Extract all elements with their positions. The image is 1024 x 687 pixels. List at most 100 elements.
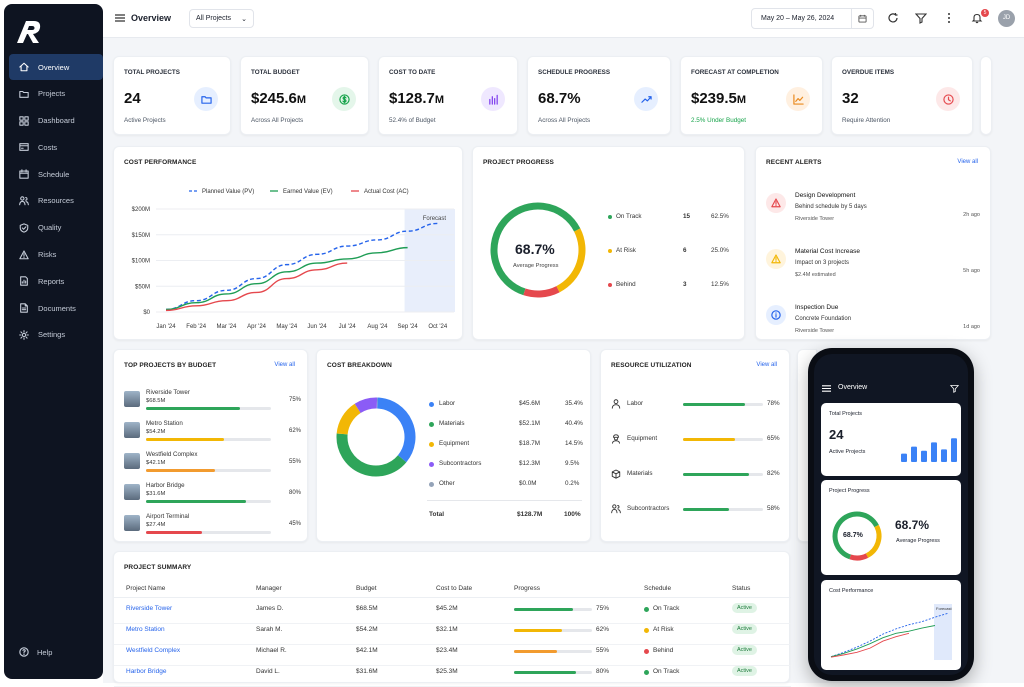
header-divider [114, 597, 791, 598]
sidebar-item-help[interactable]: Help [19, 647, 52, 657]
alert-icon-badge [766, 249, 786, 269]
y-tick-label: $150M [132, 233, 150, 239]
progress-bar [514, 629, 592, 632]
sidebar-item-dashboard[interactable]: Dashboard [9, 108, 103, 134]
alert-time: 2h ago [963, 212, 980, 218]
kpi-card-edge [980, 56, 992, 135]
project-name-link[interactable]: Harbor Bridge [126, 668, 166, 675]
alert-time: 5h ago [963, 268, 980, 274]
people-icon [19, 196, 29, 206]
sidebar-item-label: Resources [38, 196, 74, 205]
more-options-icon[interactable] [943, 12, 955, 24]
sidebar-item-costs[interactable]: Costs [9, 134, 103, 160]
alert-desc: Behind schedule by 5 days [795, 204, 867, 210]
date-range-picker[interactable]: May 20 – May 26, 2024 [751, 8, 874, 29]
progress-bar [514, 608, 592, 611]
progress-bar-fill [514, 650, 557, 653]
sidebar-item-label: Reports [38, 277, 64, 286]
sidebar-item-label: Overview [38, 63, 69, 72]
project-name-link[interactable]: Metro Station [126, 626, 165, 633]
sidebar-item-projects[interactable]: Projects [9, 81, 103, 107]
sidebar-item-documents[interactable]: Documents [9, 295, 103, 321]
sidebar-item-label: Documents [38, 304, 76, 313]
top-projects-view-all-link[interactable]: View all [274, 362, 295, 368]
x-tick-label: Jun '24 [307, 324, 327, 330]
top-project-bar [146, 407, 271, 410]
x-tick-label: Aug '24 [367, 324, 388, 330]
progress-row-count: 6 [683, 247, 687, 254]
breakdown-divider [427, 500, 582, 501]
project-name-link[interactable]: Westfield Complex [126, 647, 180, 654]
alerts-view-all-link[interactable]: View all [957, 159, 978, 165]
column-header: Project Name [126, 585, 165, 592]
x-tick-label: Apr '24 [247, 324, 266, 330]
sidebar-item-overview[interactable]: Overview [9, 54, 103, 80]
column-header: Manager [256, 585, 282, 592]
donut-segment-2 [342, 408, 358, 434]
alert-title: Inspection Due [795, 304, 838, 311]
progress-bar-fill [514, 629, 562, 632]
sidebar-item-quality[interactable]: Quality [9, 215, 103, 241]
donut-segment-1 [867, 526, 879, 556]
column-header: Status [732, 585, 750, 592]
app-logo[interactable] [14, 18, 42, 46]
menu-icon[interactable] [115, 13, 125, 23]
progress-row-count: 15 [683, 213, 690, 220]
resource-bar-fill [683, 508, 729, 511]
sidebar-item-resources[interactable]: Resources [9, 188, 103, 214]
avatar[interactable]: JD [998, 10, 1015, 27]
kpi-icon-badge [634, 87, 658, 111]
breakdown-label: Equipment [439, 440, 469, 447]
alert-project: Riverside Tower [795, 216, 834, 222]
kpi-unit: M [737, 94, 746, 106]
resources-view-all-link[interactable]: View all [756, 362, 777, 368]
sidebar-item-risks[interactable]: Risks [9, 242, 103, 268]
cost-performance-card: COST PERFORMANCE Forecast$200M$150M$100M… [113, 146, 463, 340]
progress-cell: 75% [596, 605, 609, 612]
kpi-icon-badge [481, 87, 505, 111]
project-name-link[interactable]: Riverside Tower [126, 605, 172, 612]
schedule-dot [644, 607, 649, 612]
filter-icon[interactable] [915, 12, 927, 24]
help-icon [19, 647, 29, 657]
phone-filter-icon[interactable] [950, 384, 959, 393]
sidebar-item-reports[interactable]: Reports [9, 268, 103, 294]
sidebar-item-schedule[interactable]: Schedule [9, 161, 103, 187]
sidebar-item-settings[interactable]: Settings [9, 322, 103, 348]
x-tick-label: Jul '24 [339, 324, 357, 330]
resource-pct: 82% [767, 470, 780, 477]
project-select[interactable]: All Projects⌄ [189, 9, 254, 28]
chevron-down-icon: ⌄ [241, 15, 247, 23]
manager-cell: Sarah M. [256, 626, 282, 633]
kpi-number: 68.7% [538, 90, 581, 107]
top-project-name: Westfield Complex [146, 451, 197, 458]
refresh-icon[interactable] [887, 12, 899, 24]
phone-card2-sub: Average Progress [896, 538, 940, 544]
top-project-budget: $68.5M [146, 398, 165, 404]
breakdown-pct: 14.5% [565, 440, 583, 447]
calendar-icon[interactable] [851, 9, 873, 28]
phone-menu-icon[interactable] [822, 384, 831, 393]
